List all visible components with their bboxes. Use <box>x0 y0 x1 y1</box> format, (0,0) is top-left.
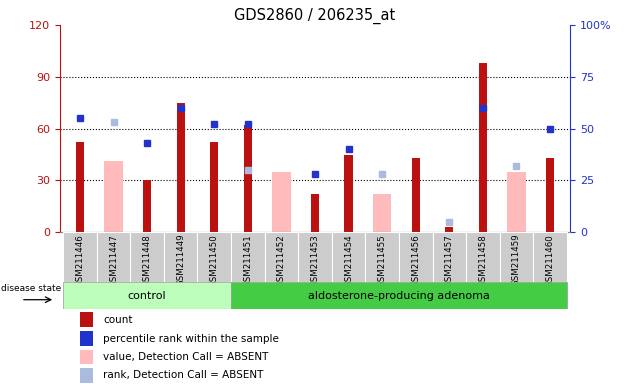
Bar <box>445 227 454 232</box>
Bar <box>80 313 93 327</box>
Bar <box>244 125 252 232</box>
Text: GSM211451: GSM211451 <box>243 234 253 286</box>
Text: GSM211448: GSM211448 <box>142 234 152 286</box>
Bar <box>272 172 290 232</box>
FancyBboxPatch shape <box>63 232 97 282</box>
Bar <box>143 180 151 232</box>
FancyBboxPatch shape <box>231 232 265 282</box>
FancyBboxPatch shape <box>265 232 298 282</box>
Text: GSM211457: GSM211457 <box>445 234 454 286</box>
FancyBboxPatch shape <box>130 232 164 282</box>
Text: GSM211449: GSM211449 <box>176 234 185 286</box>
Text: GSM211446: GSM211446 <box>76 234 84 286</box>
FancyBboxPatch shape <box>164 232 197 282</box>
Text: GSM211459: GSM211459 <box>512 234 521 286</box>
Bar <box>345 155 353 232</box>
Text: GSM211458: GSM211458 <box>478 234 488 286</box>
Text: value, Detection Call = ABSENT: value, Detection Call = ABSENT <box>103 352 268 362</box>
Bar <box>411 158 420 232</box>
Text: GSM211447: GSM211447 <box>109 234 118 286</box>
Text: GSM211454: GSM211454 <box>344 234 353 286</box>
Text: count: count <box>103 315 133 325</box>
FancyBboxPatch shape <box>500 232 533 282</box>
Bar <box>63 282 231 309</box>
FancyBboxPatch shape <box>332 232 365 282</box>
Bar <box>80 331 93 346</box>
Text: rank, Detection Call = ABSENT: rank, Detection Call = ABSENT <box>103 370 263 380</box>
Bar <box>176 103 185 232</box>
Bar <box>373 194 391 232</box>
Bar <box>231 282 567 309</box>
Bar <box>76 142 84 232</box>
FancyBboxPatch shape <box>466 232 500 282</box>
FancyBboxPatch shape <box>298 232 332 282</box>
Text: GSM211455: GSM211455 <box>377 234 387 286</box>
Text: GSM211456: GSM211456 <box>411 234 420 286</box>
Bar <box>546 158 554 232</box>
Text: GSM211452: GSM211452 <box>277 234 286 286</box>
Text: GSM211453: GSM211453 <box>311 234 319 286</box>
FancyBboxPatch shape <box>365 232 399 282</box>
Text: control: control <box>128 291 166 301</box>
FancyBboxPatch shape <box>399 232 433 282</box>
Bar <box>105 161 123 232</box>
Bar <box>80 350 93 364</box>
Text: GSM211450: GSM211450 <box>210 234 219 286</box>
Text: GSM211460: GSM211460 <box>546 234 554 286</box>
Bar <box>80 368 93 382</box>
Text: disease state: disease state <box>1 285 62 293</box>
Bar <box>210 142 219 232</box>
Text: aldosterone-producing adenoma: aldosterone-producing adenoma <box>308 291 490 301</box>
FancyBboxPatch shape <box>97 232 130 282</box>
FancyBboxPatch shape <box>533 232 567 282</box>
Bar <box>311 194 319 232</box>
FancyBboxPatch shape <box>197 232 231 282</box>
FancyBboxPatch shape <box>433 232 466 282</box>
Bar <box>479 63 487 232</box>
Bar <box>507 172 525 232</box>
Title: GDS2860 / 206235_at: GDS2860 / 206235_at <box>234 7 396 23</box>
Text: percentile rank within the sample: percentile rank within the sample <box>103 334 279 344</box>
